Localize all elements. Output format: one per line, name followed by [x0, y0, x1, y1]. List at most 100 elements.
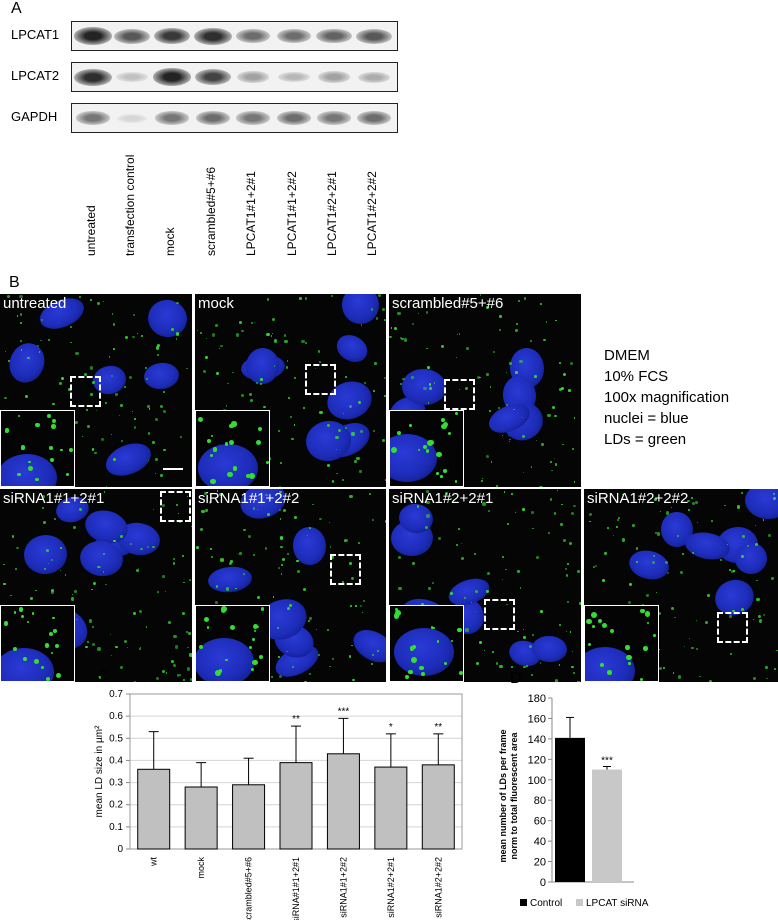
- lipid-droplet: [540, 443, 544, 447]
- lipid-droplet: [593, 566, 595, 568]
- lipid-droplet: [302, 588, 306, 592]
- lipid-droplet: [423, 386, 427, 391]
- lipid-droplet: [526, 664, 529, 667]
- lipid-droplet: [393, 613, 400, 619]
- lipid-droplet: [270, 676, 273, 679]
- roi-box: [444, 379, 475, 410]
- lipid-droplet: [264, 546, 268, 550]
- lipid-droplet: [566, 574, 569, 577]
- lipid-droplet: [450, 592, 453, 596]
- lipid-droplet: [155, 418, 158, 421]
- lipid-droplet: [237, 553, 240, 555]
- lipid-droplet: [571, 650, 574, 653]
- lipid-droplet: [51, 588, 55, 593]
- lipid-droplet: [266, 297, 270, 301]
- lipid-droplet: [171, 660, 174, 664]
- lipid-droplet: [758, 619, 762, 623]
- lipid-droplet: [168, 621, 171, 625]
- blot-band: [356, 111, 392, 125]
- lipid-droplet: [127, 647, 129, 649]
- lipid-droplet: [253, 630, 256, 633]
- lipid-droplet: [307, 534, 309, 536]
- lipid-droplet: [692, 551, 694, 554]
- lipid-droplet: [359, 429, 363, 433]
- lipid-droplet: [162, 448, 166, 452]
- lipid-droplet: [590, 612, 597, 619]
- lipid-droplet: [337, 428, 342, 432]
- lipid-droplet: [440, 418, 445, 423]
- lipid-droplet: [370, 663, 374, 666]
- lipid-droplet: [327, 423, 331, 427]
- lipid-droplet: [19, 607, 24, 612]
- lipid-droplet: [49, 632, 54, 637]
- lipid-droplet: [374, 362, 377, 365]
- lipid-droplet: [665, 561, 668, 564]
- lipid-droplet: [165, 590, 167, 592]
- lipid-droplet: [37, 344, 40, 347]
- lipid-droplet: [566, 563, 569, 566]
- micrograph-label: scrambled#5+#6: [392, 295, 504, 312]
- lipid-droplet: [89, 298, 92, 301]
- lipid-droplet: [148, 408, 151, 410]
- micrograph-label: mock: [198, 295, 234, 312]
- y-tick-label: 60: [534, 816, 546, 828]
- lipid-droplet: [232, 466, 238, 472]
- lipid-droplet: [205, 509, 208, 512]
- lipid-droplet: [287, 360, 289, 362]
- lipid-droplet: [445, 491, 449, 495]
- lipid-droplet: [225, 405, 228, 407]
- lipid-droplet: [278, 486, 282, 487]
- lipid-droplet: [540, 610, 544, 613]
- lipid-droplet: [598, 619, 602, 624]
- lipid-droplet: [666, 511, 670, 515]
- lipid-droplet: [371, 519, 374, 521]
- lipid-droplet: [250, 668, 254, 672]
- lipid-droplet: [109, 633, 111, 635]
- lipid-droplet: [263, 406, 266, 409]
- lipid-droplet: [455, 356, 458, 358]
- lipid-droplet: [229, 559, 233, 563]
- lipid-droplet: [183, 679, 185, 681]
- lipid-droplet: [286, 552, 289, 555]
- lipid-droplet: [356, 457, 360, 461]
- lipid-droplet: [22, 657, 27, 662]
- lipid-droplet: [227, 382, 229, 385]
- micrograph-3: scrambled#5+#6: [389, 294, 581, 487]
- lipid-droplet: [461, 542, 463, 545]
- lipid-droplet: [176, 674, 179, 677]
- lipid-droplet: [499, 329, 501, 331]
- lipid-droplet: [755, 543, 759, 547]
- lipid-droplet: [491, 650, 494, 653]
- lipid-droplet: [345, 426, 348, 429]
- lipid-droplet: [79, 508, 82, 511]
- lipid-droplet: [243, 528, 246, 531]
- lipid-droplet: [156, 591, 159, 593]
- lipid-droplet: [74, 420, 78, 425]
- lipid-droplet: [507, 434, 510, 437]
- lipid-droplet: [134, 417, 136, 420]
- lipid-droplet: [482, 502, 486, 506]
- lipid-droplet: [177, 513, 179, 515]
- lipid-droplet: [696, 648, 698, 650]
- lipid-droplet: [121, 439, 124, 443]
- micrograph-1: untreated: [0, 294, 192, 487]
- lipid-droplet: [137, 567, 139, 569]
- lipid-droplet: [440, 475, 443, 478]
- blot-band: [356, 28, 392, 44]
- lipid-droplet: [123, 639, 128, 643]
- lipid-droplet: [157, 343, 161, 347]
- lipid-droplet: [329, 666, 331, 668]
- lipid-droplet: [16, 315, 18, 317]
- lipid-droplet: [516, 630, 519, 633]
- bar: [232, 784, 266, 850]
- lipid-droplet: [199, 644, 204, 649]
- lipid-droplet: [428, 439, 435, 446]
- zoom-inset: [389, 605, 464, 682]
- lane-label: LPCAT1#2+2#1: [325, 171, 339, 256]
- lipid-droplet: [395, 610, 402, 616]
- lipid-droplet: [523, 471, 525, 473]
- lipid-droplet: [349, 562, 352, 565]
- lipid-droplet: [416, 505, 419, 508]
- blot-band: [154, 111, 190, 125]
- lipid-droplet: [359, 470, 362, 473]
